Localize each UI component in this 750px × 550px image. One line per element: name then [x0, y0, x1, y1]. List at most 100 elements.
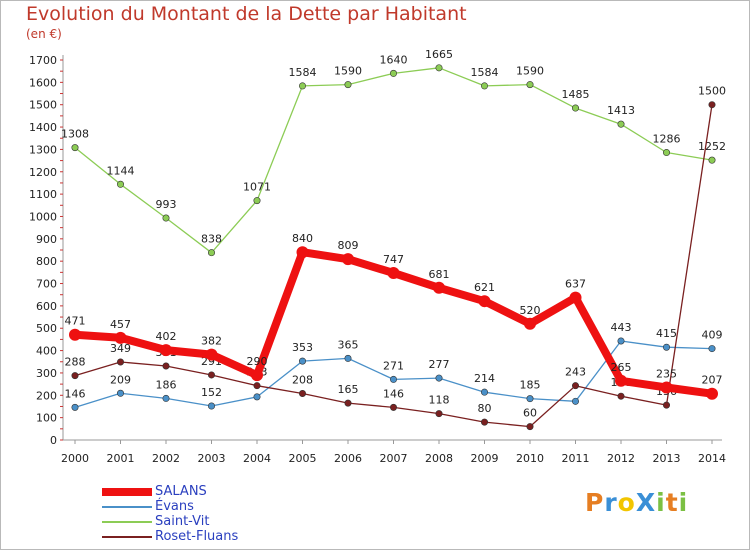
data-point — [708, 156, 716, 164]
data-point — [389, 375, 397, 383]
logo-letter: X — [635, 488, 657, 517]
data-point — [569, 291, 582, 304]
data-point — [208, 402, 216, 410]
logo-letter: o — [617, 488, 636, 517]
data-point — [253, 393, 261, 401]
data-label: 235 — [656, 367, 677, 380]
data-label: 165 — [338, 383, 359, 396]
data-point — [571, 382, 579, 390]
data-point — [662, 343, 670, 351]
data-label: 520 — [520, 304, 541, 317]
data-point — [344, 399, 352, 407]
series-saint-vit: 1308 1144 993 838 1071 1584 1590 1640 1665 1584 15… — [61, 48, 726, 257]
y-tick-label: 400 — [36, 345, 57, 358]
legend-swatch — [102, 536, 152, 538]
data-point — [478, 295, 491, 308]
data-point — [435, 64, 443, 72]
logo-letter: P — [585, 488, 605, 517]
data-label: 1584 — [289, 66, 317, 79]
data-label: 621 — [474, 281, 495, 294]
data-point — [526, 395, 534, 403]
data-point — [615, 374, 627, 387]
logo-letter: i — [656, 488, 666, 517]
x-tick-label: 2007 — [380, 452, 408, 465]
data-label: 471 — [65, 315, 86, 328]
y-tick-label: 1000 — [29, 210, 57, 223]
data-label: 288 — [65, 356, 86, 369]
data-label: 1485 — [562, 88, 590, 101]
y-tick-label: 1600 — [29, 76, 57, 89]
data-point — [71, 372, 79, 380]
data-label: 1308 — [61, 128, 89, 141]
data-point — [708, 345, 716, 353]
data-label: 681 — [429, 268, 450, 281]
data-label: 409 — [702, 329, 723, 342]
logo-letter: i — [678, 488, 689, 517]
y-tick-label: 1200 — [29, 166, 57, 179]
data-point — [708, 101, 716, 109]
data-point — [208, 249, 216, 257]
data-point — [251, 369, 263, 382]
data-point — [433, 281, 445, 294]
x-tick-label: 2005 — [289, 452, 317, 465]
data-label: 277 — [429, 358, 450, 371]
data-point — [71, 144, 79, 152]
data-label: 415 — [656, 327, 677, 340]
data-label: 185 — [520, 379, 541, 392]
data-label: 146 — [65, 387, 86, 400]
data-label: 443 — [611, 321, 632, 334]
x-tick-label: 2006 — [334, 452, 362, 465]
data-point — [298, 82, 306, 90]
data-point — [298, 390, 306, 398]
data-label: 1640 — [380, 53, 408, 66]
data-point — [342, 253, 354, 266]
y-tick-label: 500 — [36, 322, 57, 335]
data-label: 840 — [292, 232, 313, 245]
x-tick-label: 2001 — [107, 452, 135, 465]
x-tick-label: 2014 — [698, 452, 726, 465]
x-tick-label: 2013 — [653, 452, 681, 465]
data-label: 1500 — [698, 85, 726, 98]
data-point — [162, 394, 170, 402]
y-tick-label: 900 — [36, 233, 57, 246]
data-point — [298, 357, 306, 365]
data-point — [162, 214, 170, 222]
data-label: 209 — [110, 373, 131, 386]
data-point — [389, 403, 397, 411]
x-tick-label: 2012 — [607, 452, 635, 465]
data-point — [617, 120, 625, 128]
legend-swatch — [102, 488, 152, 496]
y-tick-label: 0 — [50, 434, 57, 447]
chart-title: Evolution du Montant de la Dette par Hab… — [26, 3, 467, 25]
data-point — [617, 392, 625, 400]
data-label: 208 — [292, 374, 313, 387]
x-tick-label: 2010 — [516, 452, 544, 465]
data-point — [662, 149, 670, 157]
data-label: 747 — [383, 253, 404, 266]
data-label: 349 — [110, 342, 131, 355]
data-point — [617, 337, 625, 345]
data-label: 290 — [247, 355, 268, 368]
x-tick-label: 2008 — [425, 452, 453, 465]
data-label: 207 — [702, 374, 723, 387]
y-tick-label: 300 — [36, 367, 57, 380]
data-point — [344, 354, 352, 362]
data-point — [71, 403, 79, 411]
y-tick-label: 1500 — [29, 99, 57, 112]
data-point — [435, 410, 443, 418]
data-point — [660, 381, 673, 394]
data-label: 353 — [292, 341, 313, 354]
x-tick-label: 2004 — [243, 452, 271, 465]
data-label: 993 — [156, 198, 177, 211]
legend-label: Roset-Fluans — [155, 529, 239, 544]
data-point — [162, 362, 170, 370]
data-point — [389, 69, 397, 77]
data-label: 402 — [156, 330, 177, 343]
data-label: 1590 — [334, 65, 362, 78]
data-point — [117, 358, 125, 366]
series-salans: 471 457 402 382 290 840 809 747 681 621 520 637 265 2… — [65, 232, 723, 400]
legend-label: Saint-Vit — [155, 514, 210, 529]
data-label: 838 — [201, 233, 222, 246]
data-label: 60 — [523, 407, 537, 420]
